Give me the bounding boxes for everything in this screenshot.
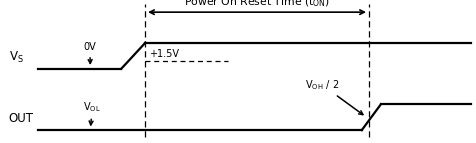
Text: OUT: OUT	[9, 112, 34, 125]
Text: 0V: 0V	[83, 42, 96, 63]
Text: V$_{\mathregular{S}}$: V$_{\mathregular{S}}$	[9, 50, 23, 65]
Text: V$_{\mathregular{OL}}$: V$_{\mathregular{OL}}$	[83, 100, 101, 125]
Text: +1.5V: +1.5V	[149, 49, 179, 59]
Text: V$_{\mathregular{OH}}$ / 2: V$_{\mathregular{OH}}$ / 2	[305, 78, 363, 115]
Text: Power On Reset Time (t$_{\mathregular{ON}}$): Power On Reset Time (t$_{\mathregular{ON…	[184, 0, 330, 9]
